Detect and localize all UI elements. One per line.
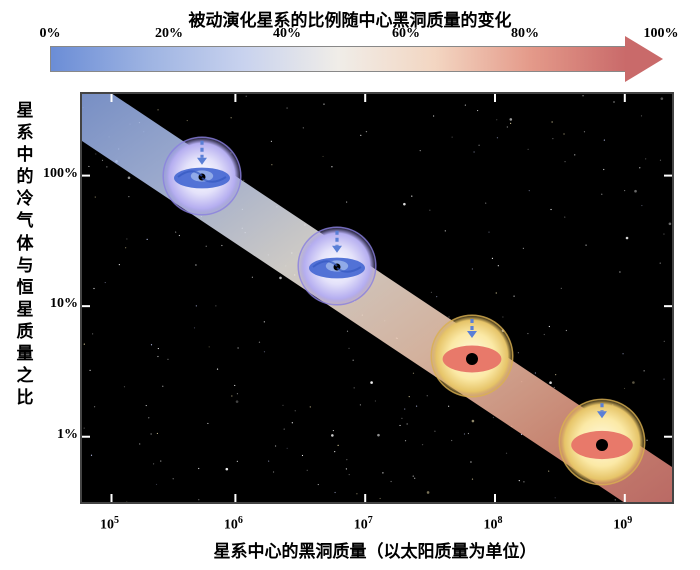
- xtick-1e7: 107: [354, 515, 373, 534]
- grad-label-0: 0%: [40, 26, 61, 42]
- galaxy-3-icon: [430, 314, 514, 398]
- chart-title: 被动演化星系的比例随中心黑洞质量的变化: [0, 6, 700, 31]
- ytick-10: 10%: [38, 296, 78, 312]
- grad-label-2: 40%: [273, 26, 301, 42]
- ytick-1: 1%: [38, 427, 78, 443]
- ytick-100: 100%: [38, 166, 78, 182]
- xtick-1e8: 108: [484, 515, 503, 534]
- xtick-1e6: 106: [224, 515, 243, 534]
- galaxy-4-icon: [558, 398, 646, 486]
- y-axis-label: 星系中的冷气体与恒星质量之比: [16, 100, 34, 409]
- xtick-1e5: 105: [100, 515, 119, 534]
- galaxy-2-icon: [297, 226, 377, 306]
- plot-svg: [82, 94, 672, 502]
- plot-area: [80, 92, 674, 504]
- grad-label-4: 80%: [511, 26, 539, 42]
- gradient-bar: [50, 46, 627, 72]
- xtick-1e9: 109: [613, 515, 632, 534]
- grad-label-3: 60%: [392, 26, 420, 42]
- grad-label-1: 20%: [155, 26, 183, 42]
- galaxy-1-icon: [162, 136, 242, 216]
- gradient-arrowhead-icon: [625, 36, 663, 82]
- x-axis-label: 星系中心的黑洞质量（以太阳质量为单位）: [80, 537, 670, 562]
